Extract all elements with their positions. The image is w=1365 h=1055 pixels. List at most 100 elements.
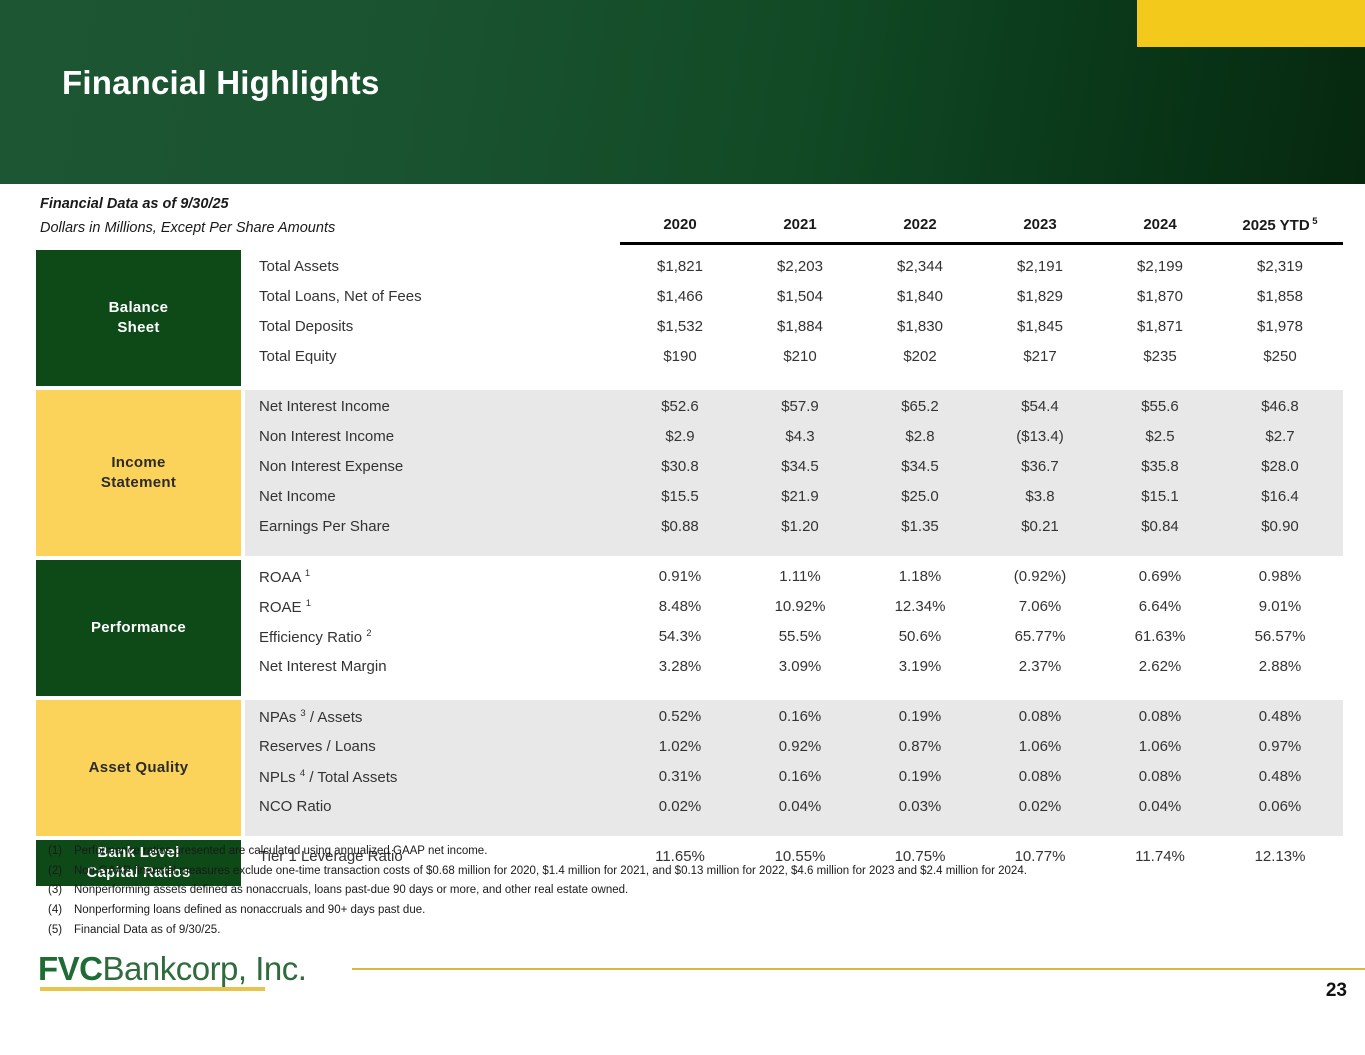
table-cell: 0.16% bbox=[778, 768, 822, 785]
table-cell: $235 bbox=[1143, 348, 1177, 365]
table-cell: ($13.4) bbox=[1016, 428, 1064, 445]
table-cell: 0.08% bbox=[1138, 768, 1182, 785]
column-header-2024: 2024 bbox=[1143, 216, 1177, 233]
subtitle-as-of-date: Financial Data as of 9/30/25 bbox=[40, 196, 229, 212]
header-accent-block bbox=[1137, 0, 1365, 47]
table-cell: $21.9 bbox=[781, 488, 819, 505]
table-cell: 0.91% bbox=[658, 568, 702, 585]
row-label: NPLs 4 / Total Assets bbox=[259, 768, 398, 786]
table-cell: $15.1 bbox=[1141, 488, 1179, 505]
table-cell: $250 bbox=[1263, 348, 1297, 365]
table-cell: $0.84 bbox=[1141, 518, 1179, 535]
table-cell: 0.04% bbox=[1138, 798, 1182, 815]
column-header-2023: 2023 bbox=[1023, 216, 1057, 233]
row-label: ROAA 1 bbox=[259, 568, 311, 586]
table-cell: 0.04% bbox=[778, 798, 822, 815]
footnote-item: (3) Nonperforming assets defined as nonac… bbox=[48, 881, 1048, 900]
table-cell: 0.87% bbox=[898, 738, 942, 755]
table-cell: 2.37% bbox=[1018, 658, 1062, 675]
table-cell: 7.06% bbox=[1018, 598, 1062, 615]
table-cell: 0.06% bbox=[1258, 798, 1302, 815]
table-cell: 0.92% bbox=[778, 738, 822, 755]
row-label: Non Interest Income bbox=[259, 428, 395, 445]
footnote-number: (1) bbox=[48, 845, 63, 857]
row-label: Total Loans, Net of Fees bbox=[259, 288, 422, 305]
table-cell: $1,870 bbox=[1137, 288, 1183, 305]
footnote-number: (3) bbox=[48, 884, 63, 897]
table-cell: 0.08% bbox=[1018, 708, 1062, 725]
table-cell: $46.8 bbox=[1261, 398, 1299, 415]
table-cell: $1,884 bbox=[777, 318, 823, 335]
section-chip-asset-quality: Asset Quality bbox=[36, 700, 241, 836]
subtitle-units: Dollars in Millions, Except Per Share Am… bbox=[40, 220, 336, 236]
table-cell: $1,829 bbox=[1017, 288, 1063, 305]
footnote-text: Performance ratios presented are calcula… bbox=[74, 845, 488, 857]
footnote-item: (4) Nonperforming loans defined as nonacc… bbox=[48, 901, 1048, 920]
footnote-number: (5) bbox=[48, 923, 63, 936]
footnote-text: Nonperforming loans defined as nonaccrua… bbox=[74, 903, 426, 916]
table-cell: 2.88% bbox=[1258, 658, 1302, 675]
table-cell: $30.8 bbox=[661, 458, 699, 475]
section-chip-label: Bank Level Capital Ratios bbox=[86, 843, 191, 881]
table-cell: 55.5% bbox=[778, 628, 822, 645]
table-cell: $1,978 bbox=[1257, 318, 1303, 335]
table-cell: $28.0 bbox=[1261, 458, 1299, 475]
table-cell: $210 bbox=[783, 348, 817, 365]
table-cell: 11.65% bbox=[655, 848, 705, 865]
row-label: Earnings Per Share bbox=[259, 518, 390, 535]
table-cell: $1,504 bbox=[777, 288, 823, 305]
table-cell: 0.69% bbox=[1138, 568, 1182, 585]
table-cell: (0.92%) bbox=[1013, 568, 1067, 585]
row-label: NCO Ratio bbox=[259, 798, 332, 815]
footnote-text: Financial Data as of 9/30/25. bbox=[74, 923, 221, 936]
table-cell: $55.6 bbox=[1141, 398, 1179, 415]
row-label: Efficiency Ratio 2 bbox=[259, 628, 372, 646]
row-label: Net Income bbox=[259, 488, 336, 505]
row-label: ROAE 1 bbox=[259, 598, 311, 616]
table-cell: 0.19% bbox=[898, 708, 942, 725]
table-cell: $36.7 bbox=[1021, 458, 1059, 475]
footnotes-list: (1) Performance ratios presented are calc… bbox=[48, 842, 1048, 940]
table-cell: 0.19% bbox=[898, 768, 942, 785]
table-cell: $2,319 bbox=[1257, 258, 1303, 275]
table-cell: 12.34% bbox=[894, 598, 946, 615]
logo-fvc-text: FVC bbox=[38, 950, 103, 987]
table-cell: $2,344 bbox=[897, 258, 943, 275]
section-chip-label: Income Statement bbox=[100, 453, 177, 491]
column-header-2025-ytd: 2025 YTD 5 bbox=[1242, 216, 1318, 234]
footnote-text: Non-GAAP financial measures exclude one-… bbox=[74, 864, 1027, 877]
table-cell: $190 bbox=[663, 348, 697, 365]
table-cell: 0.31% bbox=[658, 768, 702, 785]
table-cell: 56.57% bbox=[1254, 628, 1306, 645]
section-chip-income-statement: Income Statement bbox=[36, 390, 241, 556]
table-cell: $202 bbox=[903, 348, 937, 365]
table-cell: $57.9 bbox=[781, 398, 819, 415]
table-cell: $1.20 bbox=[781, 518, 819, 535]
table-cell: 61.63% bbox=[1134, 628, 1186, 645]
table-cell: 1.06% bbox=[1018, 738, 1062, 755]
table-cell: 3.19% bbox=[898, 658, 942, 675]
table-cell: $34.5 bbox=[901, 458, 939, 475]
footnote-item: (1) Performance ratios presented are calc… bbox=[48, 842, 1048, 861]
table-cell: $2.7 bbox=[1265, 428, 1295, 445]
footer-divider-line bbox=[352, 968, 1365, 970]
table-cell: $15.5 bbox=[661, 488, 699, 505]
table-cell: 8.48% bbox=[658, 598, 702, 615]
table-cell: 2.62% bbox=[1138, 658, 1182, 675]
table-cell: 6.64% bbox=[1138, 598, 1182, 615]
table-cell: $1,845 bbox=[1017, 318, 1063, 335]
table-cell: $54.4 bbox=[1021, 398, 1059, 415]
section-chip-label: Balance Sheet bbox=[108, 298, 169, 336]
table-cell: $0.88 bbox=[661, 518, 699, 535]
table-cell: $2,199 bbox=[1137, 258, 1183, 275]
table-cell: $1,532 bbox=[657, 318, 703, 335]
section-chip-label: Performance bbox=[90, 618, 186, 636]
table-cell: $1,821 bbox=[657, 258, 703, 275]
table-cell: 0.02% bbox=[658, 798, 702, 815]
table-cell: $0.21 bbox=[1021, 518, 1059, 535]
header-banner: Financial Highlights bbox=[0, 0, 1365, 184]
table-cell: $217 bbox=[1023, 348, 1057, 365]
section-chip-bank-level-capital-ratios: Bank Level Capital Ratios bbox=[36, 840, 241, 886]
footnote-item: (2) Non-GAAP financial measures exclude o… bbox=[48, 862, 1048, 881]
table-cell: 12.13% bbox=[1254, 848, 1306, 865]
